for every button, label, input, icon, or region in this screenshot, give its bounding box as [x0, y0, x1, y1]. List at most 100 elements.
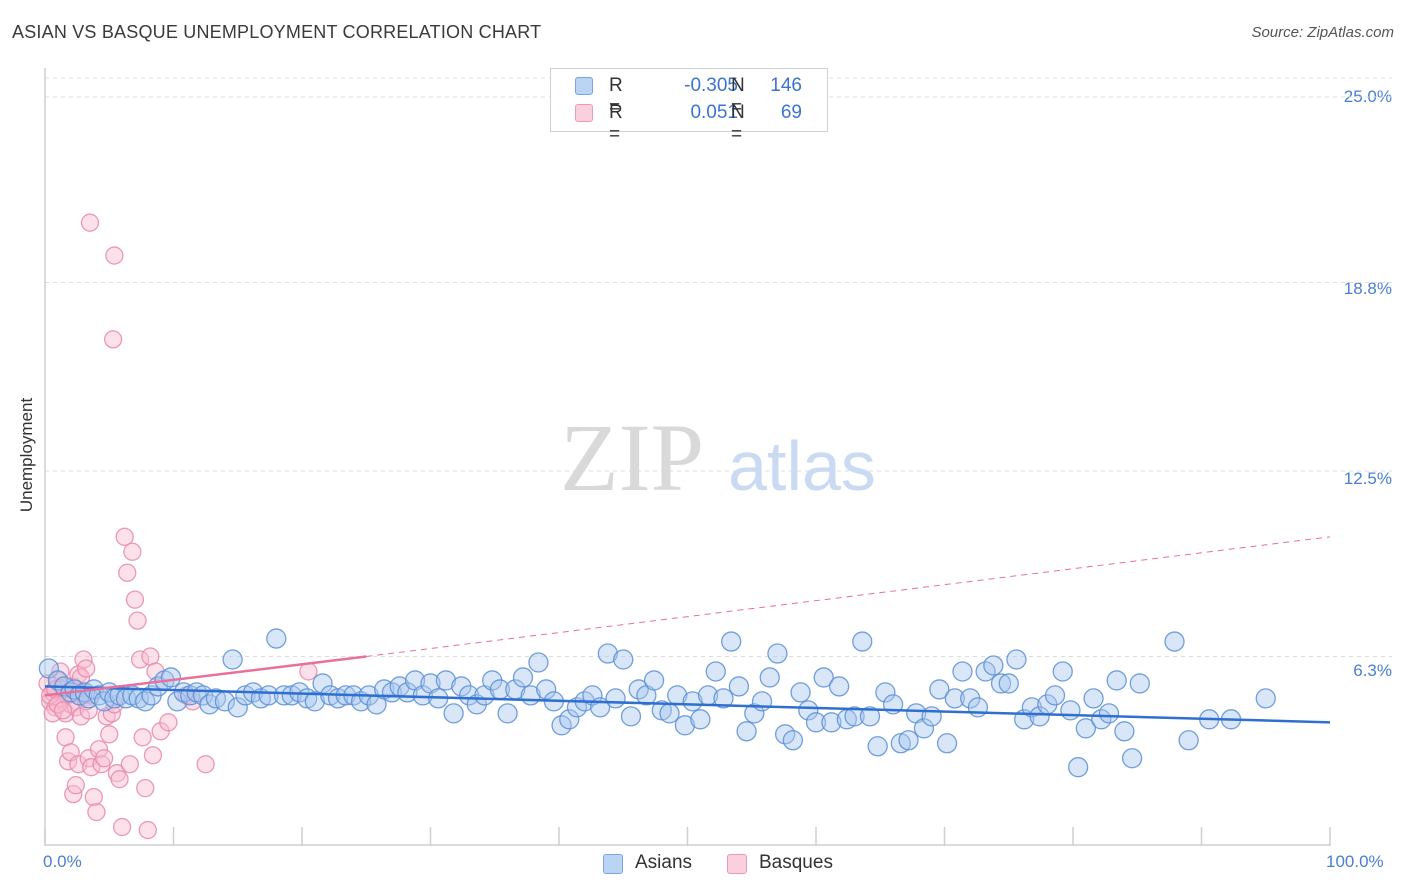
data-point-basques [133, 728, 152, 747]
bottom-legend-label-asians: Asians [635, 852, 693, 873]
data-point-asians [512, 667, 534, 688]
trend-line-asians [44, 685, 1331, 724]
data-point-asians [821, 712, 842, 733]
bottom-legend-label-basques: Basques [759, 852, 833, 873]
data-point-asians [227, 697, 248, 718]
data-point-asians [744, 703, 765, 724]
data-point-asians [813, 667, 834, 688]
data-point-asians [1044, 685, 1066, 706]
data-point-basques [159, 713, 178, 732]
legend-n-label: N = [731, 75, 745, 118]
data-point-asians [805, 712, 827, 733]
data-point-asians [674, 715, 696, 736]
gridlines [45, 77, 1392, 658]
data-point-asians [1067, 757, 1089, 778]
data-point-basques [53, 701, 73, 720]
data-point-basques [79, 701, 98, 720]
data-point-basques [110, 770, 129, 789]
basques-points [38, 213, 318, 840]
data-point-asians [1114, 721, 1135, 742]
bottom-legend-swatch-basques [727, 854, 747, 874]
data-point-asians [682, 691, 703, 712]
legend-n-value-basques: 69 [780, 102, 802, 123]
data-point-asians [1106, 670, 1127, 691]
data-point-basques [100, 725, 119, 744]
data-point-asians [659, 703, 680, 724]
data-point-basques [118, 563, 137, 582]
axes [44, 68, 1331, 846]
data-point-asians [751, 691, 773, 712]
data-point-asians [798, 700, 819, 721]
watermark-zip: ZIP [560, 404, 704, 511]
data-point-asians [1129, 673, 1150, 694]
data-point-asians [1006, 649, 1027, 670]
data-point-asians [782, 730, 804, 751]
y-tick-label-18-8: 18.8% [1343, 279, 1392, 298]
data-point-asians [613, 649, 634, 670]
data-point-asians [1164, 631, 1185, 652]
data-point-asians [1052, 661, 1073, 682]
data-point-asians [690, 709, 711, 730]
data-point-asians [1255, 688, 1276, 709]
data-point-asians [304, 691, 326, 712]
data-point-asians [47, 670, 68, 691]
data-point-basques [143, 746, 163, 765]
data-point-basques [84, 787, 103, 807]
data-point-asians [258, 685, 279, 706]
data-point-asians [266, 628, 287, 649]
data-point-asians [767, 643, 788, 664]
data-point-asians [983, 655, 1004, 676]
trend-line-basques [44, 655, 367, 697]
data-point-basques [66, 776, 85, 795]
data-point-asians [536, 679, 557, 700]
data-point-basques [89, 740, 109, 759]
data-point-asians [913, 718, 935, 739]
x-tick-label-100: 100.0% [1326, 852, 1384, 871]
data-point-asians [222, 649, 243, 670]
data-point-asians [790, 682, 811, 703]
data-point-asians [1075, 718, 1096, 739]
data-point-asians [1121, 748, 1143, 769]
data-point-basques [105, 246, 124, 265]
data-point-basques [120, 755, 139, 774]
data-point-asians [859, 706, 881, 727]
data-point-asians [867, 736, 888, 757]
watermark-atlas: atlas [728, 427, 876, 505]
data-point-asians [1060, 700, 1081, 721]
data-point-asians [898, 730, 919, 751]
data-point-asians [1029, 706, 1050, 727]
data-point-asians [582, 685, 603, 706]
data-point-asians [605, 688, 626, 709]
data-point-basques [80, 213, 100, 232]
bottom-legend-swatch-asians [603, 854, 623, 874]
data-point-asians [412, 685, 433, 706]
legend-r-value-basques: 0.051 [690, 102, 738, 123]
y-tick-label-6-3: 6.3% [1353, 661, 1392, 680]
data-point-asians [559, 709, 580, 730]
data-point-asians [135, 691, 156, 712]
data-point-basques [130, 650, 150, 669]
y-tick-label-12-5: 12.5% [1343, 469, 1392, 488]
legend-box: R = -0.305 N = 146 R = 0.051 N = 69 [550, 68, 828, 145]
data-point-basques [125, 590, 145, 609]
data-point-asians [620, 706, 642, 727]
data-point-basques [43, 704, 62, 723]
legend-n-label: N = [731, 102, 745, 145]
trend-lines [44, 536, 1331, 724]
data-point-asians [921, 706, 942, 727]
data-point-asians [1098, 703, 1120, 724]
data-point-asians [528, 652, 549, 673]
data-point-asians [160, 667, 182, 688]
legend-r-value-asians: -0.305 [684, 75, 738, 96]
data-point-asians [597, 643, 618, 664]
data-point-asians [643, 670, 665, 691]
data-point-asians [944, 688, 965, 709]
data-point-basques [115, 527, 134, 546]
legend-n-value-asians: 146 [770, 75, 802, 96]
data-point-asians [736, 721, 757, 742]
data-point-asians [998, 673, 1019, 694]
data-point-asians [273, 685, 295, 706]
data-point-asians [852, 631, 873, 652]
data-point-asians [199, 694, 220, 715]
data-point-asians [705, 661, 726, 682]
